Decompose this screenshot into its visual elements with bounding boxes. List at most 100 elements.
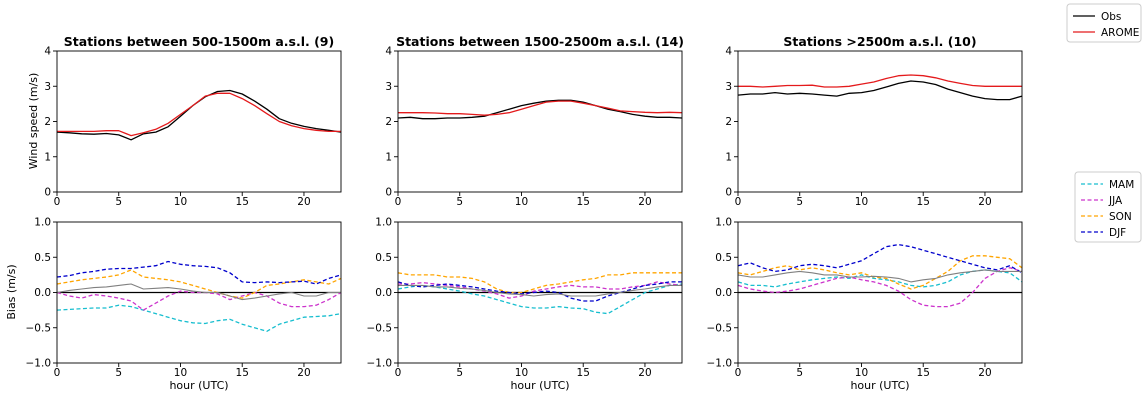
legend-top: Obs AROME — [1066, 3, 1142, 43]
legend-label-obs: Obs — [1101, 11, 1121, 23]
x-tick-label: 15 — [917, 367, 930, 379]
series-line-arome — [57, 92, 341, 137]
series-line-son — [56, 269, 342, 299]
legend-box — [1074, 171, 1142, 243]
x-tick-label: 20 — [297, 367, 310, 379]
series-line-mam — [397, 283, 683, 315]
x-tick-label: 5 — [456, 367, 463, 379]
x-tick-label: 10 — [174, 196, 187, 208]
x-tick-label: 20 — [978, 196, 991, 208]
x-tick-label: 10 — [515, 196, 528, 208]
x-tick-label: 5 — [115, 367, 122, 379]
series-line-obs — [397, 99, 683, 120]
panel-4: 0 5 10 15 20 −1.0 −0.5 0.0 0.5 1.0 hour (UTC) — [26, 217, 342, 392]
panel-title: Stations between 1500-2500m a.s.l. (14) — [396, 34, 684, 49]
y-tick-label: 2 — [725, 116, 732, 128]
y-tick-label: 2 — [385, 116, 392, 128]
y-axis-label-bias: Bias (m/s) — [5, 264, 18, 319]
series-line-djf — [737, 243, 1023, 274]
x-tick-label: 15 — [236, 367, 249, 379]
y-tick-label: 0 — [385, 187, 392, 199]
series-line-mean-bias — [56, 283, 341, 301]
x-tick-label: 10 — [515, 367, 528, 379]
x-tick-label: 15 — [577, 196, 590, 208]
x-tick-label: 5 — [456, 196, 463, 208]
series-line-jja — [56, 290, 342, 311]
x-tick-label: 0 — [54, 367, 61, 379]
y-tick-label: 1.0 — [34, 217, 51, 229]
y-tick-label: −1.0 — [26, 358, 52, 370]
series-line-djf — [397, 281, 682, 302]
x-tick-label: 5 — [796, 367, 803, 379]
legend-label-arome: AROME — [1101, 27, 1139, 39]
series-line-obs — [56, 89, 342, 141]
panel-5: 0 5 10 15 20 −1.0 −0.5 0.0 0.5 1.0 hour (UTC) — [367, 217, 683, 392]
panel-1: 0 5 10 15 20 0 1 2 3 4 Stations between 500-1500m … — [44, 34, 342, 208]
panel-title: Stations >2500m a.s.l. (10) — [783, 34, 976, 49]
x-tick-label: 10 — [855, 196, 868, 208]
y-tick-label: 4 — [725, 46, 732, 58]
y-tick-label: 0 — [725, 187, 732, 199]
panel-title: Stations between 500-1500m a.s.l. (9) — [64, 34, 334, 49]
y-tick-label: −1.0 — [367, 358, 393, 370]
series-line-mean-bias — [737, 269, 1022, 283]
y-tick-label: 0.0 — [34, 287, 51, 299]
x-tick-label: 20 — [297, 196, 310, 208]
y-tick-label: 4 — [44, 46, 51, 58]
legend-label-jja: JJA — [1108, 195, 1123, 207]
legend-bottom: MAM JJA SON DJF — [1074, 171, 1142, 243]
series-line-arome — [738, 74, 1022, 88]
x-axis-label: hour (UTC) — [169, 379, 228, 392]
series-line-djf — [56, 260, 342, 285]
y-tick-label: 4 — [385, 46, 392, 58]
y-tick-label: 0.0 — [715, 287, 732, 299]
y-tick-label: −1.0 — [707, 358, 733, 370]
y-tick-label: 1 — [44, 151, 51, 163]
x-tick-label: 15 — [577, 367, 590, 379]
panel-3: 0 5 10 15 20 0 1 2 3 4 Stations >2500m a.s.l. (10) — [725, 34, 1023, 208]
y-tick-label: −0.5 — [367, 322, 393, 334]
x-axis-label: hour (UTC) — [850, 379, 909, 392]
y-tick-label: 1 — [725, 151, 732, 163]
series-line-arome — [398, 100, 683, 116]
series-line-son — [737, 255, 1023, 290]
series-line-jja — [398, 281, 683, 299]
series-line-mean-bias — [398, 284, 682, 297]
x-tick-label: 0 — [735, 196, 742, 208]
x-tick-label: 0 — [395, 367, 402, 379]
panel-2: 0 5 10 15 20 0 1 2 3 4 Stations between 1500-2500m… — [385, 34, 684, 208]
x-tick-label: 0 — [395, 196, 402, 208]
x-tick-label: 20 — [638, 196, 651, 208]
y-tick-label: 0.5 — [375, 252, 392, 264]
y-tick-label: 0 — [44, 187, 51, 199]
legend-label-djf: DJF — [1109, 227, 1126, 239]
axes-frame — [397, 50, 683, 193]
y-tick-label: −0.5 — [26, 322, 52, 334]
x-tick-label: 10 — [174, 367, 187, 379]
x-tick-label: 20 — [638, 367, 651, 379]
panel-6: 0 5 10 15 20 −1.0 −0.5 0.0 0.5 1.0 hour (UTC) — [707, 217, 1023, 392]
axes-frame — [737, 50, 1023, 193]
series-line-mam — [737, 269, 1023, 288]
y-tick-label: 1.0 — [715, 217, 732, 229]
y-tick-label: 0.5 — [715, 252, 732, 264]
axes-frame — [56, 50, 342, 193]
series-line-jja — [737, 267, 1023, 308]
y-tick-label: 3 — [44, 81, 51, 93]
x-tick-label: 5 — [796, 196, 803, 208]
series-line-son — [397, 272, 682, 294]
y-tick-label: 3 — [385, 81, 392, 93]
y-tick-label: 0.5 — [34, 252, 51, 264]
x-tick-label: 20 — [978, 367, 991, 379]
x-axis-label: hour (UTC) — [510, 379, 569, 392]
legend-label-mam: MAM — [1109, 179, 1134, 191]
y-tick-label: 1 — [385, 151, 392, 163]
y-tick-label: 3 — [725, 81, 732, 93]
y-tick-label: 2 — [44, 116, 51, 128]
series-line-mam — [56, 304, 342, 332]
x-tick-label: 10 — [855, 367, 868, 379]
y-tick-label: 1.0 — [375, 217, 392, 229]
x-tick-label: 0 — [54, 196, 61, 208]
